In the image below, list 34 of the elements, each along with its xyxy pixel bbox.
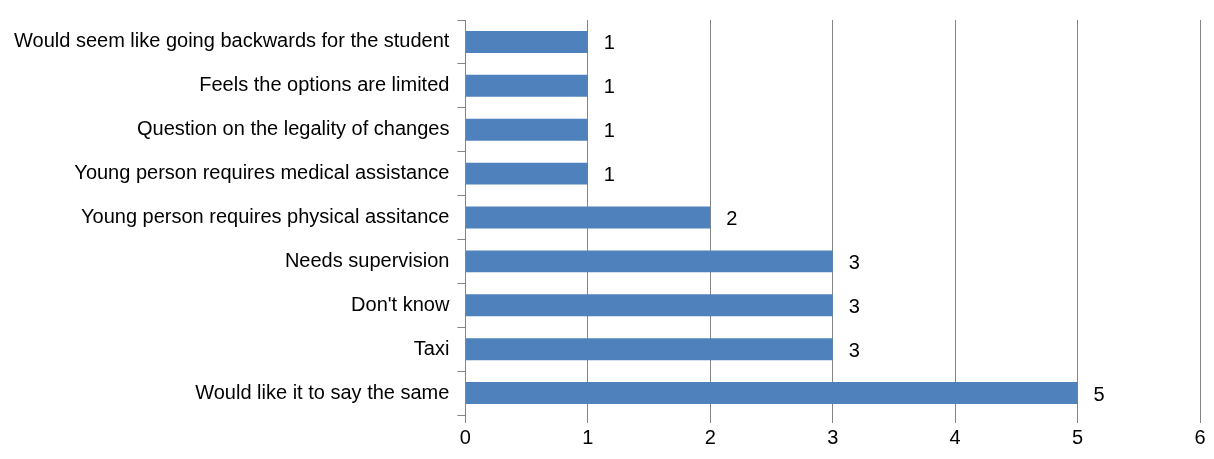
x-tick-label: 6 (1194, 425, 1206, 448)
data-label: 3 (848, 338, 860, 361)
bar (465, 162, 588, 185)
bar (465, 118, 588, 141)
data-label: 1 (603, 31, 615, 54)
x-tick-label: 5 (1072, 425, 1084, 448)
bar (465, 74, 588, 97)
bar (465, 338, 833, 361)
bar (465, 382, 1078, 405)
x-tick-label: 3 (827, 425, 839, 448)
x-tick-label: 2 (704, 425, 716, 448)
bar (465, 206, 711, 229)
y-tick-label: Young person requires physical assitance (81, 205, 450, 228)
y-tick-label: Needs supervision (284, 248, 450, 271)
y-tick-label: Feels the options are limited (199, 73, 450, 96)
y-tick-label: Taxi (413, 336, 450, 359)
data-label: 1 (603, 75, 615, 98)
data-label: 3 (848, 294, 860, 317)
x-tick-label: 0 (459, 425, 471, 448)
y-tick-label: Question on the legality of changes (136, 117, 450, 140)
data-label: 1 (603, 119, 615, 142)
data-label: 1 (603, 163, 615, 186)
y-tick-label: Don't know (351, 292, 450, 315)
data-label: 5 (1093, 382, 1105, 405)
x-tick-label: 4 (949, 425, 961, 448)
bar (465, 294, 833, 317)
y-tick-label: Would like it to say the same (195, 380, 450, 403)
data-label: 3 (848, 250, 860, 273)
x-tick-label: 1 (582, 425, 594, 448)
y-tick-label: Young person requires medical assistance (74, 161, 450, 184)
y-tick-label: Would seem like going backwards for the student (14, 29, 450, 52)
bar (465, 250, 833, 273)
bar (465, 30, 588, 53)
data-label: 2 (726, 207, 738, 230)
